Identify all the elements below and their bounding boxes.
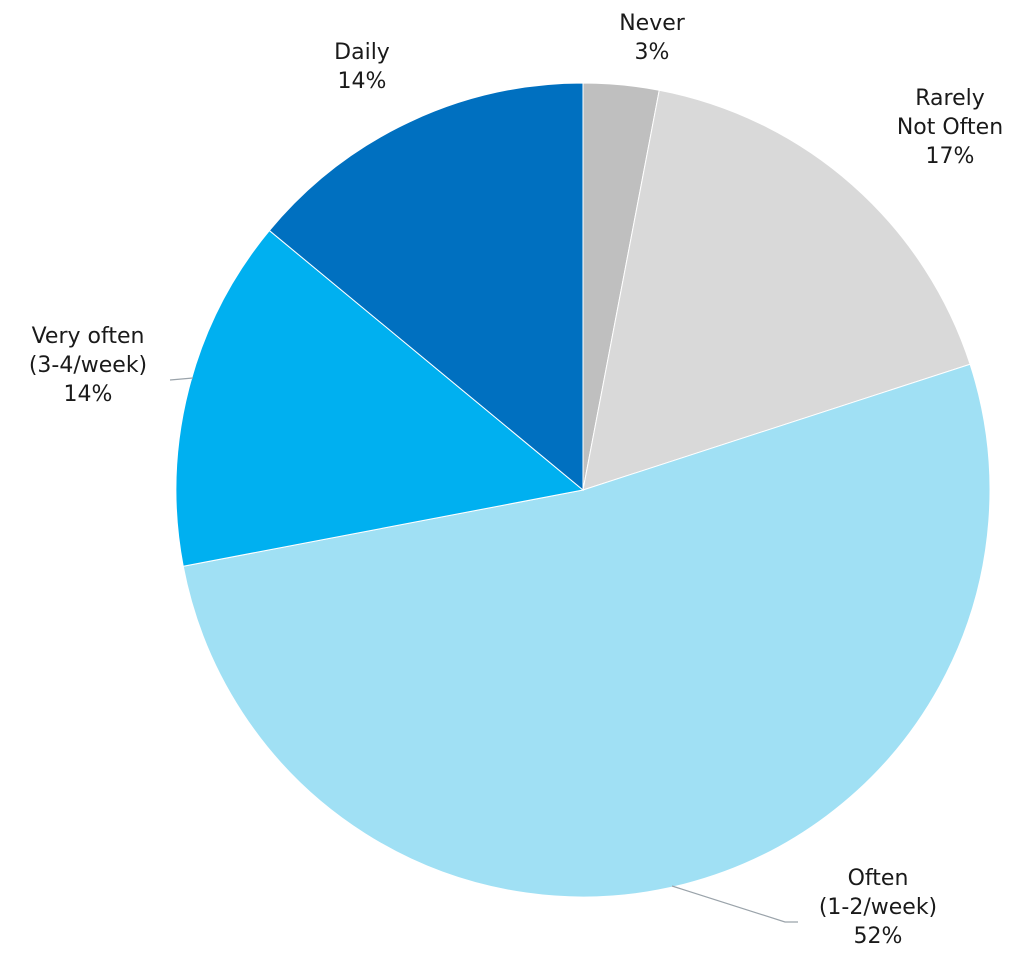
slice-category-label: (1-2/week) (819, 895, 937, 920)
slice-category-label: Often (848, 866, 909, 891)
leader-lines (169, 377, 798, 923)
slice-value-label: 17% (926, 144, 975, 169)
pie-slices (175, 82, 991, 898)
slice-label-3: Very often (3-4/week) 14% (29, 324, 147, 407)
slice-value-label: 14% (338, 69, 387, 94)
slice-label-2: Often (1-2/week) 52% (819, 866, 937, 949)
pie-slice-2 (182, 363, 991, 898)
slice-category-label: Rarely (915, 86, 985, 111)
slice-category-label: (3-4/week) (29, 353, 147, 378)
slice-label-1: Rarely Not Often 17% (897, 86, 1003, 169)
slice-value-label: 3% (635, 40, 670, 65)
slice-category-label: Never (619, 11, 686, 36)
leader-line-2 (671, 885, 798, 923)
slice-category-label: Not Often (897, 115, 1003, 140)
slice-category-label: Very often (32, 324, 145, 349)
leader-line-3 (169, 377, 194, 381)
slice-value-label: 52% (854, 924, 903, 949)
pie-slice-1 (582, 89, 971, 491)
slice-label-0: Never 3% (619, 11, 686, 65)
slice-label-4: Daily 14% (334, 40, 390, 94)
slice-labels: Never 3% Rarely Not Often 17% Often (1-2/week)… (29, 11, 1003, 949)
pie-slice-4 (268, 82, 584, 492)
slice-value-label: 14% (64, 382, 113, 407)
pie-slice-3 (175, 229, 585, 567)
slice-category-label: Daily (334, 40, 390, 65)
